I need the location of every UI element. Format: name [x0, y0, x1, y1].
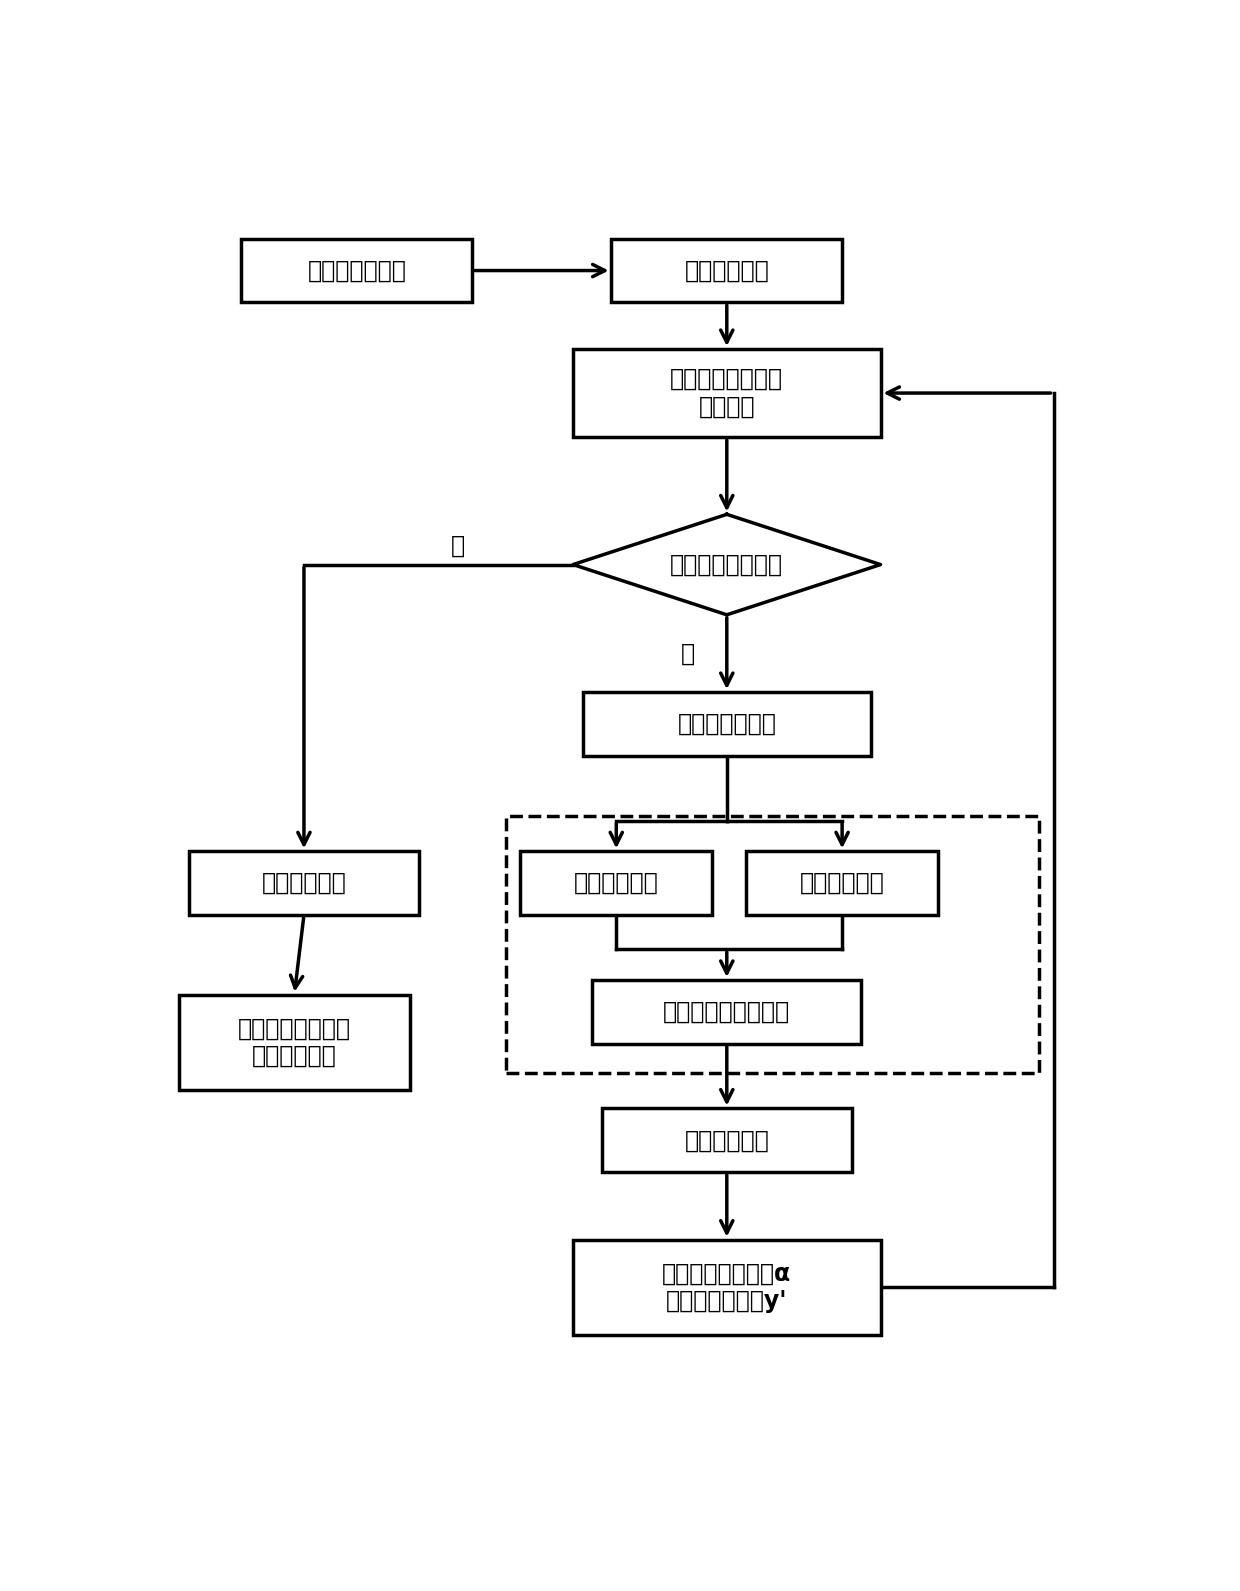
FancyBboxPatch shape — [521, 851, 713, 915]
Polygon shape — [573, 514, 880, 614]
Text: 背景子集更新: 背景子集更新 — [684, 1128, 769, 1152]
Text: 否: 否 — [681, 643, 696, 667]
FancyBboxPatch shape — [573, 348, 880, 438]
Text: 获取局部背景集: 获取局部背景集 — [677, 711, 776, 735]
FancyBboxPatch shape — [601, 1109, 852, 1173]
Text: 像元是否遍历结束: 像元是否遍历结束 — [671, 552, 784, 576]
Text: 归一化预处理: 归一化预处理 — [684, 259, 769, 283]
FancyBboxPatch shape — [179, 994, 409, 1090]
FancyBboxPatch shape — [583, 692, 870, 756]
Text: 获得残差影像: 获得残差影像 — [262, 872, 346, 896]
FancyBboxPatch shape — [188, 851, 419, 915]
FancyBboxPatch shape — [573, 1239, 880, 1335]
Text: 是: 是 — [450, 535, 465, 558]
Text: 计算线性表示系数α
获得线性表示值y': 计算线性表示系数α 获得线性表示值y' — [662, 1262, 791, 1313]
Text: 全局异常判定: 全局异常判定 — [574, 872, 658, 896]
Text: 投票法去除异常像元: 投票法去除异常像元 — [663, 999, 790, 1023]
FancyBboxPatch shape — [611, 239, 842, 302]
FancyBboxPatch shape — [593, 980, 862, 1044]
Text: 高光谱影像数据: 高光谱影像数据 — [308, 259, 407, 283]
Text: 阈值判定，获取最
后异常探测图: 阈值判定，获取最 后异常探测图 — [238, 1017, 351, 1068]
Text: 获取每个像元最优
窗口尺寸: 获取每个像元最优 窗口尺寸 — [671, 368, 784, 418]
FancyBboxPatch shape — [746, 851, 939, 915]
Text: 局部异常判定: 局部异常判定 — [800, 872, 884, 896]
FancyBboxPatch shape — [242, 239, 472, 302]
